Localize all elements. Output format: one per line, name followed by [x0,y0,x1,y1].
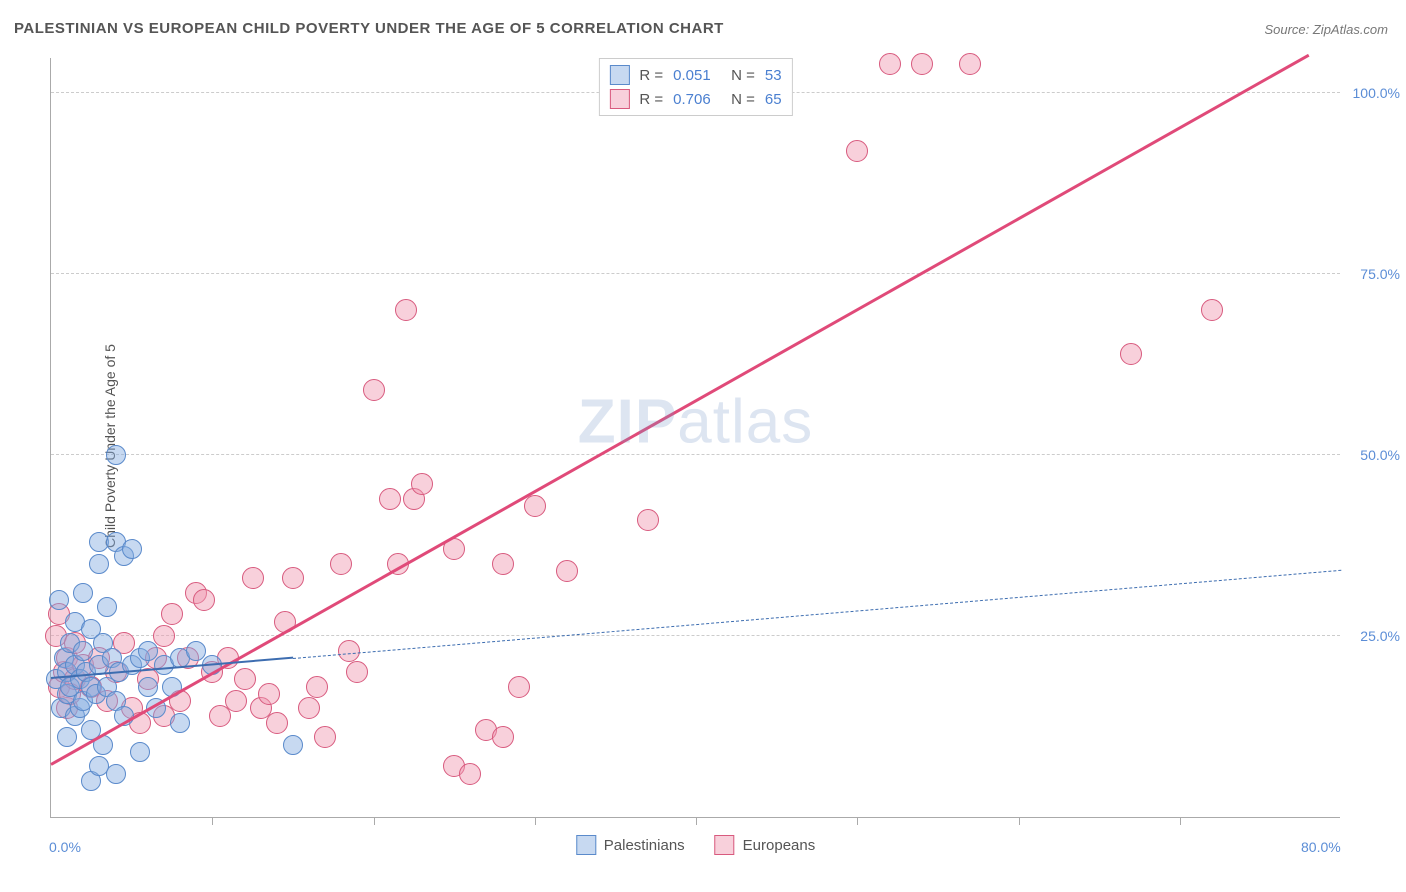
r-label: R = [639,91,663,108]
source-prefix: Source: [1264,22,1312,37]
swatch-europeans [715,835,735,855]
legend-label-palestinians: Palestinians [604,837,685,854]
marker-europeans [1120,343,1142,365]
n-value-europeans: 65 [765,91,782,108]
n-value-palestinians: 53 [765,67,782,84]
marker-europeans [1201,299,1223,321]
marker-europeans [363,379,385,401]
marker-europeans [242,567,264,589]
trend-line [293,570,1341,659]
marker-palestinians [170,713,190,733]
x-tick [857,817,858,825]
legend-row-palestinians: R = 0.051 N = 53 [609,63,781,87]
marker-europeans [879,53,901,75]
x-tick [1019,817,1020,825]
marker-palestinians [186,641,206,661]
r-value-europeans: 0.706 [673,91,721,108]
marker-palestinians [138,641,158,661]
swatch-palestinians [576,835,596,855]
marker-europeans [346,661,368,683]
x-tick-label: 80.0% [1301,839,1341,855]
marker-europeans [266,712,288,734]
marker-palestinians [89,554,109,574]
x-tick [212,817,213,825]
watermark-bold: ZIP [578,388,677,457]
marker-palestinians [283,735,303,755]
marker-europeans [258,683,280,705]
marker-palestinians [106,445,126,465]
legend-label-europeans: Europeans [743,837,816,854]
marker-europeans [379,488,401,510]
plot-area: ZIPatlas R = 0.051 N = 53 R = 0.706 N = … [50,58,1340,818]
y-tick-label: 100.0% [1353,85,1400,101]
legend-series: Palestinians Europeans [576,835,815,855]
marker-europeans [508,676,530,698]
marker-europeans [459,763,481,785]
marker-palestinians [57,727,77,747]
r-label: R = [639,67,663,84]
trend-line [50,54,1309,766]
marker-europeans [846,140,868,162]
legend-item-palestinians: Palestinians [576,835,685,855]
marker-europeans [556,560,578,582]
y-tick-label: 25.0% [1360,628,1400,644]
marker-europeans [161,603,183,625]
swatch-europeans [609,89,629,109]
source-attribution: Source: ZipAtlas.com [1264,22,1388,37]
y-tick-label: 50.0% [1360,447,1400,463]
marker-europeans [524,495,546,517]
x-tick [696,817,697,825]
marker-europeans [637,509,659,531]
marker-europeans [911,53,933,75]
x-tick-label: 0.0% [49,839,81,855]
marker-palestinians [97,597,117,617]
legend-correlation: R = 0.051 N = 53 R = 0.706 N = 65 [598,58,792,116]
marker-palestinians [49,590,69,610]
marker-europeans [193,589,215,611]
marker-europeans [153,625,175,647]
marker-europeans [282,567,304,589]
x-tick [374,817,375,825]
marker-europeans [234,668,256,690]
legend-item-europeans: Europeans [715,835,816,855]
marker-palestinians [122,539,142,559]
marker-europeans [338,640,360,662]
marker-europeans [395,299,417,321]
marker-europeans [298,697,320,719]
source-name: ZipAtlas.com [1313,22,1388,37]
marker-europeans [492,553,514,575]
marker-palestinians [73,641,93,661]
gridline [51,273,1340,274]
n-label: N = [731,67,755,84]
y-tick-label: 75.0% [1360,266,1400,282]
marker-europeans [225,690,247,712]
marker-palestinians [138,677,158,697]
marker-palestinians [130,742,150,762]
marker-palestinians [73,583,93,603]
marker-europeans [411,473,433,495]
gridline [51,635,1340,636]
r-value-palestinians: 0.051 [673,67,721,84]
x-tick [535,817,536,825]
marker-palestinians [106,764,126,784]
legend-row-europeans: R = 0.706 N = 65 [609,87,781,111]
marker-europeans [492,726,514,748]
marker-europeans [306,676,328,698]
x-tick [1180,817,1181,825]
gridline [51,454,1340,455]
n-label: N = [731,91,755,108]
chart-title: PALESTINIAN VS EUROPEAN CHILD POVERTY UN… [14,20,724,37]
marker-europeans [959,53,981,75]
marker-europeans [330,553,352,575]
swatch-palestinians [609,65,629,85]
marker-europeans [314,726,336,748]
